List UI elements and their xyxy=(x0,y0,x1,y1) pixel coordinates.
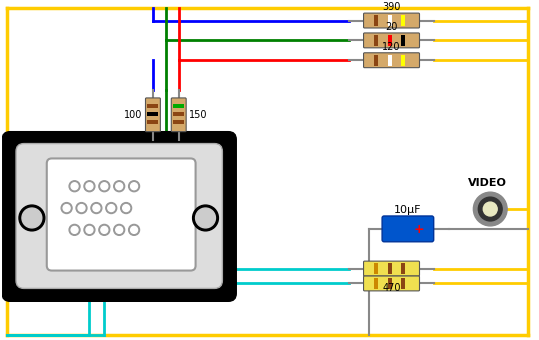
Text: 150: 150 xyxy=(189,110,208,120)
Circle shape xyxy=(63,205,70,211)
Circle shape xyxy=(114,224,125,235)
Circle shape xyxy=(196,208,216,228)
Circle shape xyxy=(69,181,80,192)
Circle shape xyxy=(19,205,45,231)
Bar xyxy=(375,55,378,66)
FancyBboxPatch shape xyxy=(382,216,434,242)
Circle shape xyxy=(84,181,95,192)
Bar xyxy=(402,263,405,274)
Circle shape xyxy=(108,205,115,211)
Circle shape xyxy=(99,224,110,235)
Bar xyxy=(148,112,158,116)
Text: 20: 20 xyxy=(385,22,398,32)
Circle shape xyxy=(106,203,117,214)
Circle shape xyxy=(114,181,125,192)
Text: 120: 120 xyxy=(382,42,401,52)
Circle shape xyxy=(473,192,507,226)
Circle shape xyxy=(192,205,218,231)
Circle shape xyxy=(93,205,100,211)
Circle shape xyxy=(78,205,85,211)
Circle shape xyxy=(99,181,110,192)
Bar xyxy=(173,120,184,124)
Bar xyxy=(402,278,405,289)
Text: VIDEO: VIDEO xyxy=(468,178,507,188)
Circle shape xyxy=(91,203,102,214)
Text: 10μF: 10μF xyxy=(394,205,421,215)
Bar xyxy=(388,55,392,66)
FancyBboxPatch shape xyxy=(146,98,161,132)
Bar xyxy=(388,15,392,26)
Circle shape xyxy=(478,197,502,221)
Text: 100: 100 xyxy=(124,110,142,120)
Bar xyxy=(173,112,184,116)
Circle shape xyxy=(116,226,123,233)
Circle shape xyxy=(130,183,137,190)
Circle shape xyxy=(129,224,140,235)
FancyBboxPatch shape xyxy=(2,132,236,301)
Bar xyxy=(388,263,392,274)
FancyBboxPatch shape xyxy=(363,53,419,68)
Circle shape xyxy=(130,226,137,233)
Circle shape xyxy=(86,226,93,233)
Bar xyxy=(375,278,378,289)
Circle shape xyxy=(483,202,497,216)
Bar xyxy=(148,120,158,124)
Circle shape xyxy=(86,183,93,190)
Bar xyxy=(402,35,405,46)
Bar xyxy=(375,263,378,274)
Bar xyxy=(388,278,392,289)
Bar xyxy=(388,35,392,46)
Circle shape xyxy=(123,205,129,211)
Text: 470: 470 xyxy=(382,283,401,293)
Bar xyxy=(375,15,378,26)
Bar xyxy=(402,55,405,66)
FancyBboxPatch shape xyxy=(16,143,223,288)
Circle shape xyxy=(101,183,108,190)
Circle shape xyxy=(121,203,132,214)
Circle shape xyxy=(76,203,87,214)
FancyBboxPatch shape xyxy=(171,98,186,132)
Circle shape xyxy=(84,224,95,235)
Bar xyxy=(375,35,378,46)
Bar xyxy=(148,104,158,108)
FancyBboxPatch shape xyxy=(363,276,419,291)
Circle shape xyxy=(71,226,78,233)
Text: 390: 390 xyxy=(382,2,400,12)
Circle shape xyxy=(22,208,42,228)
Bar xyxy=(173,104,184,108)
Circle shape xyxy=(69,224,80,235)
FancyBboxPatch shape xyxy=(363,13,419,28)
Bar xyxy=(402,15,405,26)
FancyBboxPatch shape xyxy=(363,33,419,48)
Circle shape xyxy=(129,181,140,192)
FancyBboxPatch shape xyxy=(363,261,419,276)
FancyBboxPatch shape xyxy=(47,158,196,271)
Circle shape xyxy=(116,183,123,190)
Circle shape xyxy=(61,203,72,214)
Circle shape xyxy=(71,183,78,190)
Circle shape xyxy=(101,226,108,233)
Text: +: + xyxy=(413,223,424,236)
